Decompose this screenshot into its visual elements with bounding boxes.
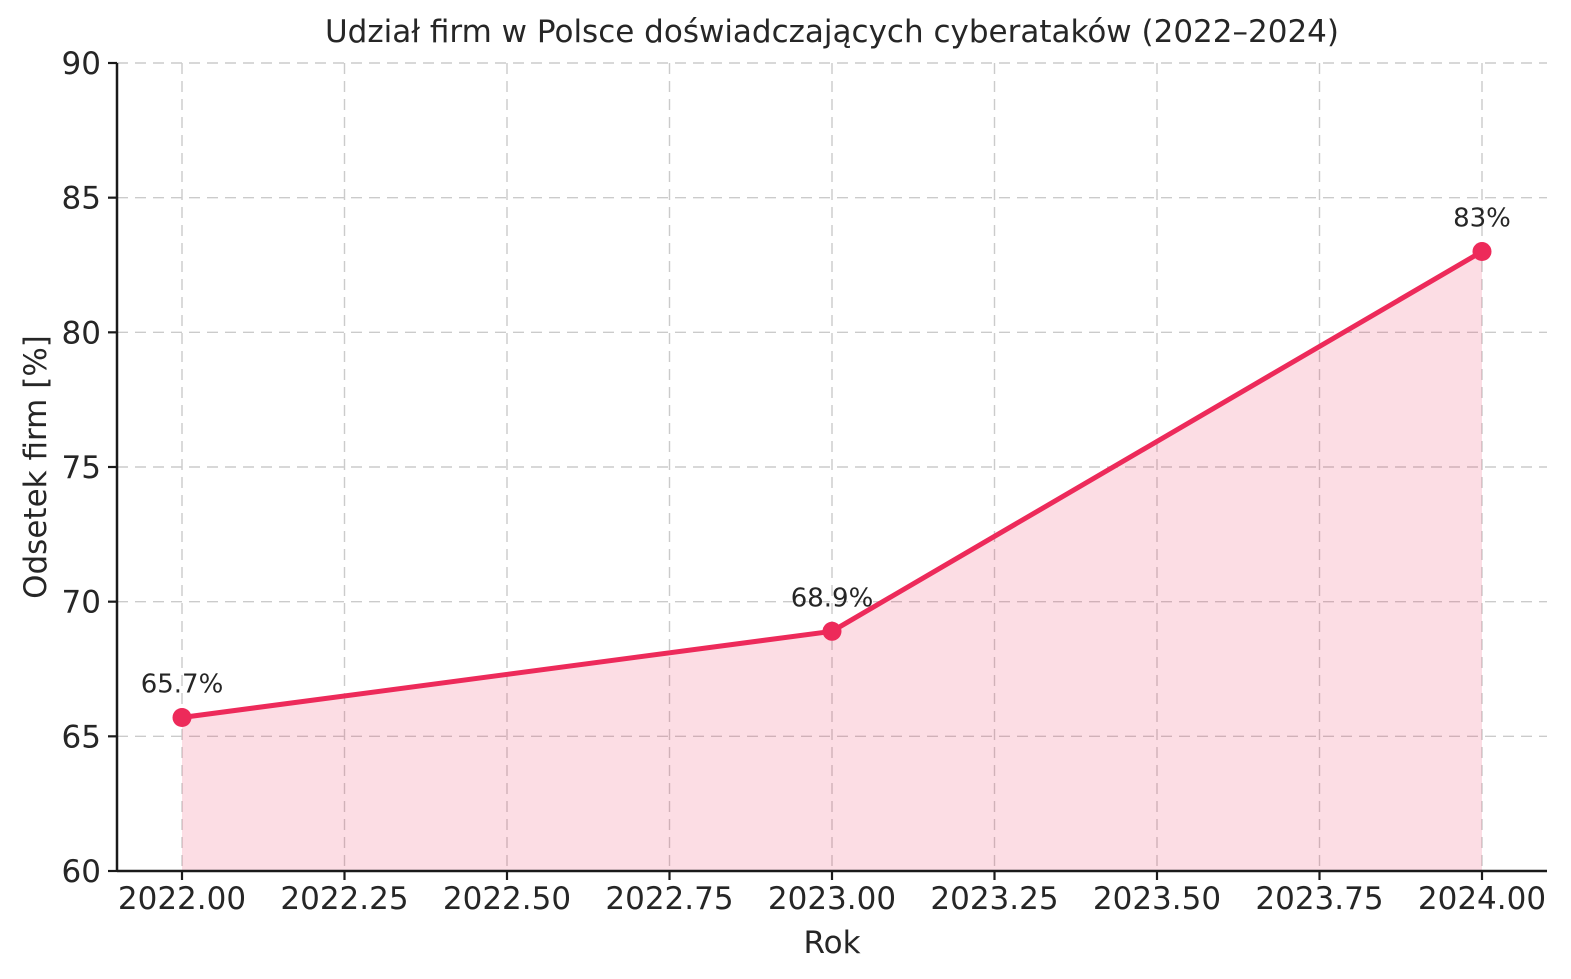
x-tick-label: 2023.00 — [768, 881, 896, 917]
y-tick-label: 85 — [62, 181, 101, 217]
x-tick-label: 2022.00 — [118, 881, 246, 917]
data-point-label: 83% — [1453, 204, 1511, 234]
y-tick-label: 75 — [62, 450, 101, 486]
x-tick-label: 2022.25 — [280, 881, 408, 917]
data-point-marker — [822, 621, 842, 641]
x-tick-label: 2022.50 — [443, 881, 571, 917]
data-point-label: 68.9% — [791, 583, 874, 613]
x-axis-label: Rok — [803, 925, 861, 961]
y-tick-label: 80 — [62, 315, 101, 351]
y-tick-label: 65 — [62, 719, 101, 755]
x-tick-label: 2024.00 — [1418, 881, 1546, 917]
y-tick-label: 70 — [62, 585, 101, 621]
y-tick-label: 90 — [62, 46, 101, 82]
data-point-marker — [172, 707, 192, 727]
x-tick-label: 2023.50 — [1093, 881, 1221, 917]
y-axis-label: Odsetek firm [%] — [18, 335, 54, 599]
data-point-marker — [1472, 242, 1492, 262]
y-tick-label: 60 — [62, 854, 101, 890]
x-tick-label: 2023.25 — [930, 881, 1058, 917]
area-fill — [182, 251, 1482, 872]
chart-title: Udział firm w Polsce doświadczających cy… — [324, 14, 1339, 50]
x-tick-label: 2022.75 — [605, 881, 733, 917]
x-tick-label: 2023.75 — [1255, 881, 1383, 917]
data-point-label: 65.7% — [141, 669, 224, 699]
